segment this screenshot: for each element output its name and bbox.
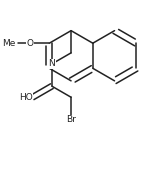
Text: O: O [27, 39, 34, 48]
Text: N: N [48, 59, 55, 68]
Text: HO: HO [19, 93, 33, 102]
Text: Me: Me [2, 39, 15, 48]
Text: Br: Br [66, 115, 76, 124]
